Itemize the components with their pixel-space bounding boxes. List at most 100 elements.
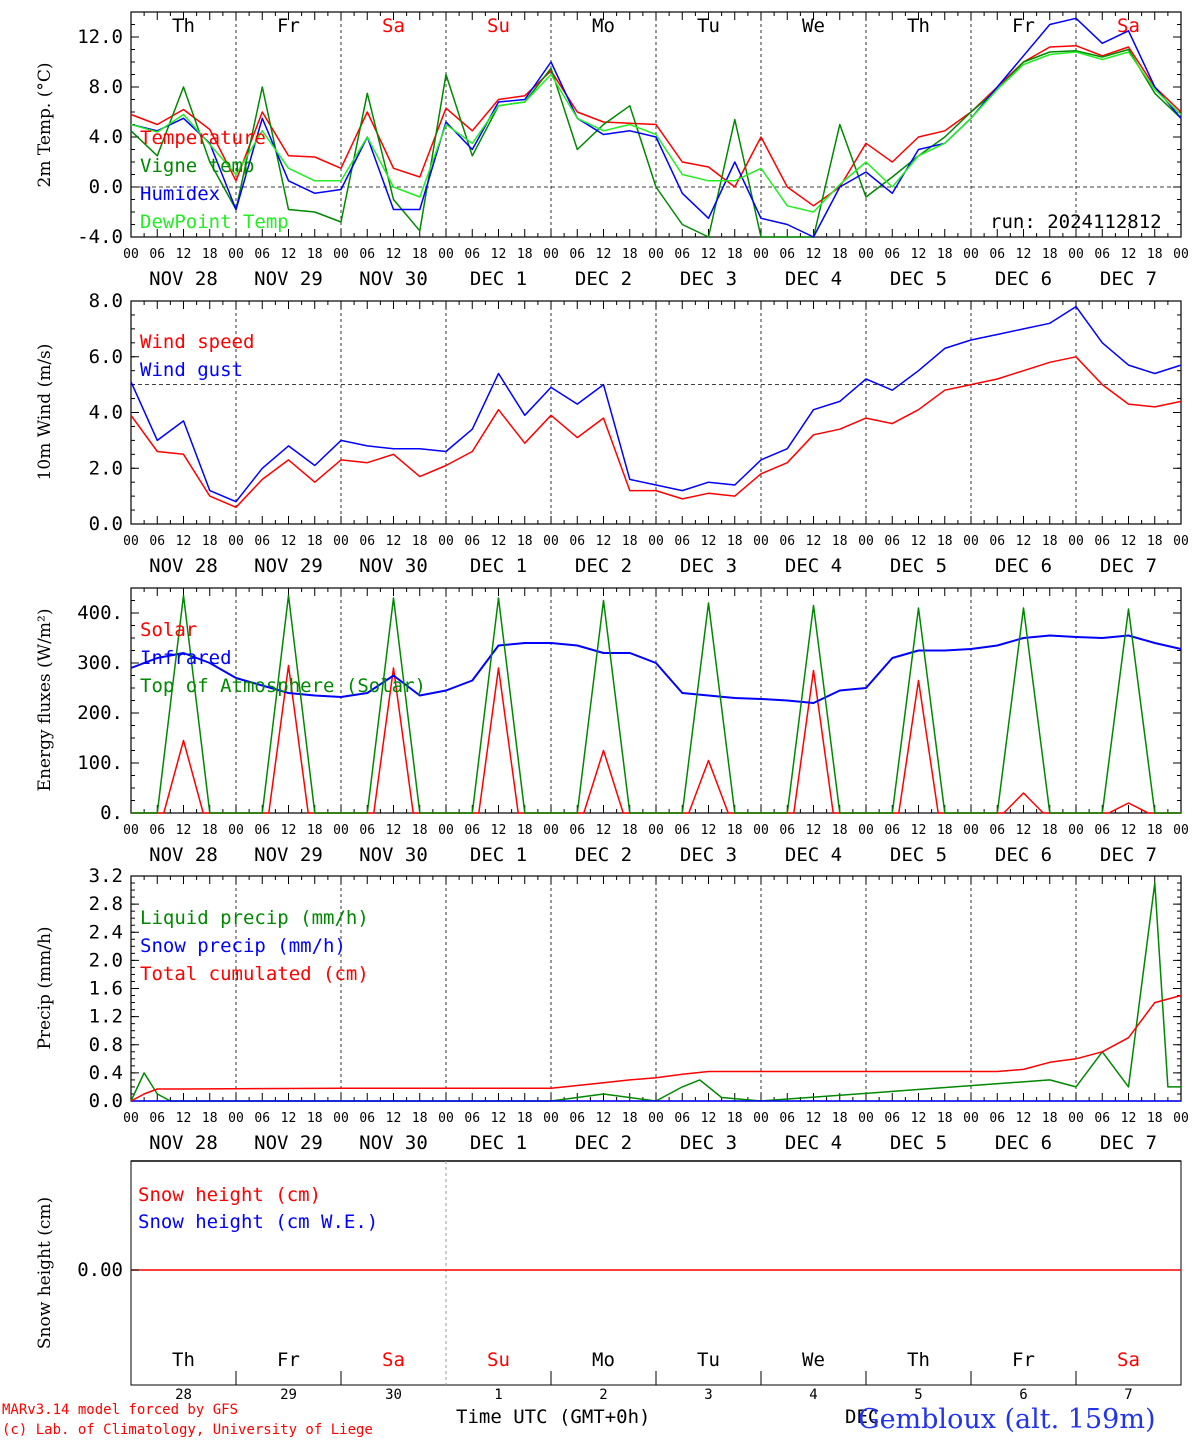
weekday-label: Th — [172, 1349, 195, 1371]
date-label: NOV 29 — [254, 1132, 323, 1154]
hour-label: 00 — [123, 534, 139, 549]
hour-label: 18 — [412, 823, 428, 838]
day-number-label: 5 — [914, 1387, 922, 1403]
hour-label: 18 — [307, 247, 323, 262]
date-label: DEC 7 — [1100, 844, 1157, 866]
weekday-label: We — [802, 15, 825, 37]
y-axis-title: 2m Temp. (°C) — [35, 62, 55, 187]
hour-label: 00 — [543, 823, 559, 838]
weekday-label: Sa — [382, 1349, 405, 1371]
hour-label: 06 — [569, 1111, 585, 1126]
hour-label: 12 — [386, 823, 402, 838]
y-tick-label: 0.0 — [89, 513, 123, 535]
hour-label: 00 — [963, 1111, 979, 1126]
series-top-of-atmosphere-solar- — [131, 594, 1181, 814]
date-label: DEC 3 — [680, 844, 737, 866]
weekday-label: Tu — [697, 1349, 720, 1371]
date-label: NOV 28 — [149, 844, 218, 866]
day-number-label: 30 — [385, 1387, 402, 1403]
date-label: NOV 30 — [359, 268, 428, 290]
hour-label: 12 — [701, 534, 717, 549]
y-tick-label: 100. — [77, 752, 123, 774]
date-label: DEC 1 — [470, 844, 527, 866]
hour-label: 18 — [832, 247, 848, 262]
date-label: DEC 4 — [785, 844, 842, 866]
hour-label: 18 — [727, 247, 743, 262]
date-label: NOV 28 — [149, 1132, 218, 1154]
panel-frame — [130, 587, 1182, 814]
hour-label: 00 — [753, 534, 769, 549]
hour-label: 00 — [228, 534, 244, 549]
hour-label: 12 — [491, 1111, 507, 1126]
legend-snow-precip: Snow precip (mm/h) — [140, 935, 346, 957]
hour-label: 12 — [806, 1111, 822, 1126]
legend-total-cumulated: Total cumulated (cm) — [140, 963, 369, 985]
hour-label: 18 — [517, 247, 533, 262]
weekday-label: Mo — [592, 15, 615, 37]
hour-label: 06 — [359, 247, 375, 262]
hour-label: 00 — [1173, 247, 1189, 262]
hour-label: 00 — [123, 823, 139, 838]
y-tick-label: 8.0 — [89, 76, 123, 98]
hour-label: 18 — [832, 534, 848, 549]
series-humidex — [130, 17, 1182, 238]
hour-label: 06 — [989, 534, 1005, 549]
hour-label: 12 — [386, 1111, 402, 1126]
hour-label: 18 — [832, 823, 848, 838]
hour-label: 00 — [648, 823, 664, 838]
hour-label: 18 — [832, 1111, 848, 1126]
hour-label: 06 — [464, 247, 480, 262]
hour-label: 18 — [412, 534, 428, 549]
hour-label: 12 — [1016, 247, 1032, 262]
hour-label: 12 — [491, 823, 507, 838]
footer: MARv3.14 model forced by GFS (c) Lab. of… — [2, 1402, 1155, 1438]
y-axis-title: Energy fluxes (W/m²) — [35, 609, 55, 792]
hour-label: 06 — [149, 247, 165, 262]
hour-label: 18 — [307, 534, 323, 549]
hour-label: 12 — [281, 247, 297, 262]
hour-label: 00 — [963, 534, 979, 549]
hour-label: 00 — [1068, 534, 1084, 549]
day-number-label: 1 — [494, 1387, 502, 1403]
weekday-label: Sa — [382, 15, 405, 37]
hour-label: 06 — [779, 247, 795, 262]
copyright-credit: (c) Lab. of Climatology, University of L… — [2, 1422, 373, 1438]
hour-label: 00 — [858, 823, 874, 838]
date-label: DEC 7 — [1100, 555, 1157, 577]
hour-label: 12 — [596, 534, 612, 549]
y-axis-title: Precip (mm/h) — [35, 926, 55, 1049]
hour-label: 18 — [937, 1111, 953, 1126]
hour-label: 00 — [543, 534, 559, 549]
date-label: DEC 5 — [890, 844, 947, 866]
hour-label: 18 — [412, 1111, 428, 1126]
hour-label: 00 — [123, 247, 139, 262]
hour-label: 06 — [674, 247, 690, 262]
date-label: NOV 29 — [254, 555, 323, 577]
hour-label: 12 — [386, 534, 402, 549]
y-tick-label: 4.0 — [89, 126, 123, 148]
run-label: run: 2024112812 — [990, 211, 1162, 233]
hour-label: 18 — [622, 247, 638, 262]
hour-label: 18 — [412, 247, 428, 262]
date-label: DEC 4 — [785, 555, 842, 577]
weekday-label: Sa — [1117, 1349, 1140, 1371]
y-tick-label: 1.6 — [89, 978, 123, 1000]
hour-label: 12 — [176, 534, 192, 549]
date-label: NOV 30 — [359, 555, 428, 577]
legend-snow-height: Snow height (cm) — [138, 1184, 321, 1206]
hour-label: 12 — [491, 534, 507, 549]
hour-label: 00 — [438, 247, 454, 262]
panel-5: 0.00 Snow height (cm) Th 28 Fr 29 Sa 30 Su 1 Mo 2 Tu… — [35, 1160, 1182, 1403]
hour-label: 12 — [1121, 823, 1137, 838]
hour-label: 18 — [937, 534, 953, 549]
hour-label: 18 — [202, 534, 218, 549]
hour-label: 06 — [674, 1111, 690, 1126]
weekday-label: Su — [487, 15, 510, 37]
date-label: DEC 1 — [470, 268, 527, 290]
hour-label: 00 — [1068, 823, 1084, 838]
date-label: DEC 2 — [575, 844, 632, 866]
hour-label: 00 — [753, 823, 769, 838]
hour-label: 12 — [806, 247, 822, 262]
hour-label: 00 — [438, 1111, 454, 1126]
day-number-label: 29 — [280, 1387, 297, 1403]
